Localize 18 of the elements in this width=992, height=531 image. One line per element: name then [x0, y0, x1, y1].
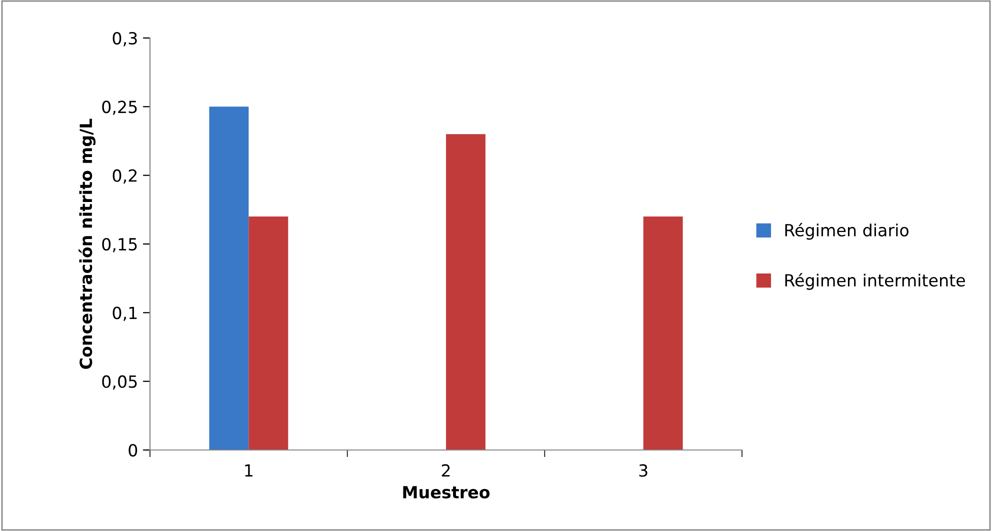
x-tick-label: 3 [639, 464, 648, 477]
y-tick-label: 0,2 [112, 169, 137, 184]
x-tick-label: 1 [245, 464, 252, 477]
bar [248, 216, 288, 450]
x-tick-label: 2 [442, 464, 450, 477]
bar [209, 106, 249, 450]
legend-label: Régimen diario [785, 222, 909, 240]
y-tick-label: 0,05 [102, 375, 137, 390]
legend-label: Régimen intermitente [785, 273, 965, 290]
y-tick-label: 0,1 [112, 306, 137, 321]
x-axis-title: Muestreo [403, 486, 490, 498]
bar [643, 216, 683, 450]
y-tick-label: 0,25 [102, 100, 137, 115]
bar [446, 134, 486, 450]
y-axis-title: Concentración nitrito mg/L [78, 118, 96, 369]
y-tick-label: 0,3 [112, 32, 137, 46]
y-tick-label: 0,15 [102, 238, 137, 252]
y-tick-label: 0 [128, 444, 138, 457]
